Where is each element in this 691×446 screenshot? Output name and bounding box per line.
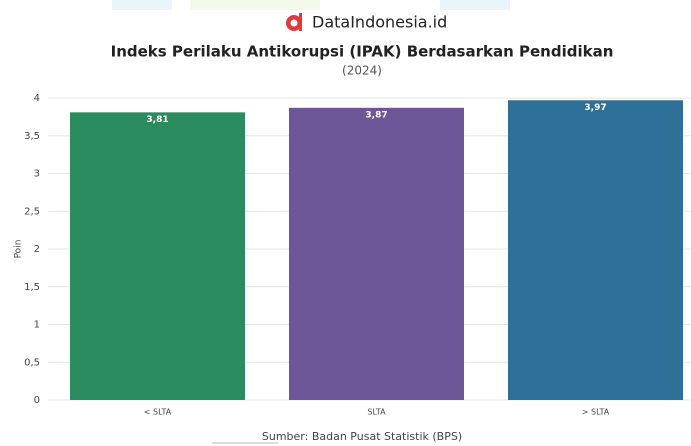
y-tick-label: 3 — [34, 169, 40, 180]
x-tick-label: < SLTA — [144, 408, 172, 417]
decor — [112, 0, 172, 10]
value-label: 3,87 — [365, 110, 387, 120]
bar — [508, 100, 683, 400]
chart-subtitle: (2024) — [342, 64, 382, 78]
decor — [190, 0, 320, 10]
y-axis-label: Poin — [14, 240, 24, 259]
y-tick-label: 2 — [34, 244, 40, 255]
bar — [289, 107, 464, 400]
source: Sumber: Badan Pusat Statistik (BPS) — [262, 430, 462, 443]
bar — [70, 112, 245, 400]
y-tick-label: 0 — [34, 395, 40, 406]
x-tick-label: > SLTA — [582, 408, 610, 417]
y-tick-label: 1,5 — [24, 282, 40, 293]
chart-title: Indeks Perilaku Antikorupsi (IPAK) Berda… — [111, 43, 614, 61]
y-tick-label: 3,5 — [24, 131, 40, 142]
y-tick-label: 2,5 — [24, 206, 40, 217]
decor — [440, 0, 510, 10]
value-label: 3,97 — [584, 103, 606, 113]
brand: DataIndonesia.id — [312, 13, 447, 32]
brand-logo — [286, 13, 302, 31]
value-label: 3,81 — [146, 115, 168, 125]
y-tick-label: 0,5 — [24, 357, 40, 368]
x-tick-label: SLTA — [367, 408, 386, 417]
y-tick-label: 1 — [34, 320, 40, 331]
y-tick-label: 4 — [34, 93, 40, 104]
